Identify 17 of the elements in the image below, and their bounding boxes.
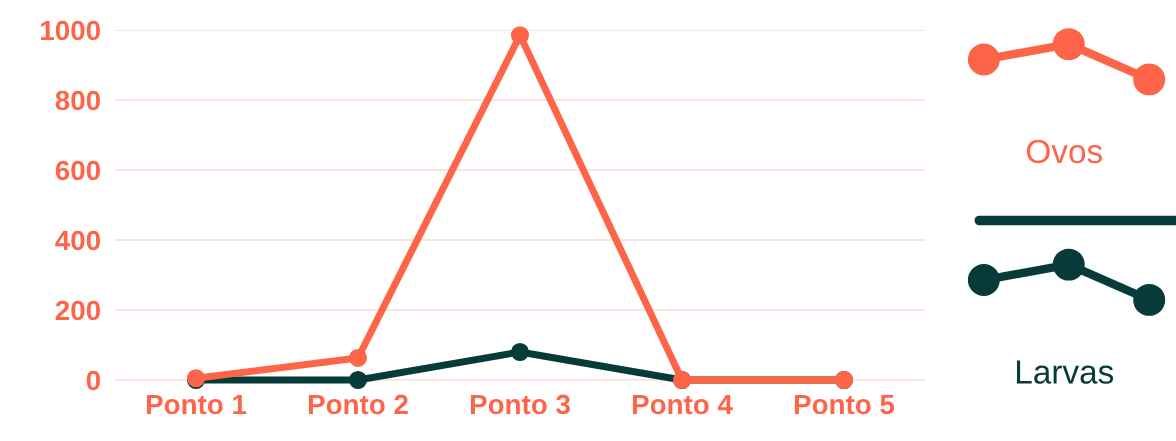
text: Larvas bbox=[1016, 360, 1114, 384]
point bbox=[348, 348, 368, 367]
x-tick-label: Ponto 2 bbox=[308, 394, 408, 415]
x-tick-label: Ponto 4 bbox=[632, 394, 733, 415]
x-tick-label: Ponto 5 bbox=[794, 394, 895, 415]
point bbox=[510, 342, 530, 362]
y-tick-label: 800 bbox=[55, 90, 100, 111]
text: Ovos bbox=[1026, 139, 1102, 164]
point bbox=[348, 370, 368, 390]
x-tick-label: Ponto 1 bbox=[146, 394, 247, 415]
y-tick-label: 400 bbox=[55, 230, 100, 251]
y-tick-label: 600 bbox=[55, 160, 100, 181]
y-tick-label: 200 bbox=[55, 300, 100, 321]
x-tick-label: Ponto 3 bbox=[470, 394, 570, 415]
point bbox=[510, 26, 530, 45]
y-tick-label: 0 bbox=[86, 370, 100, 391]
y-tick-label: 1000 bbox=[41, 20, 100, 41]
